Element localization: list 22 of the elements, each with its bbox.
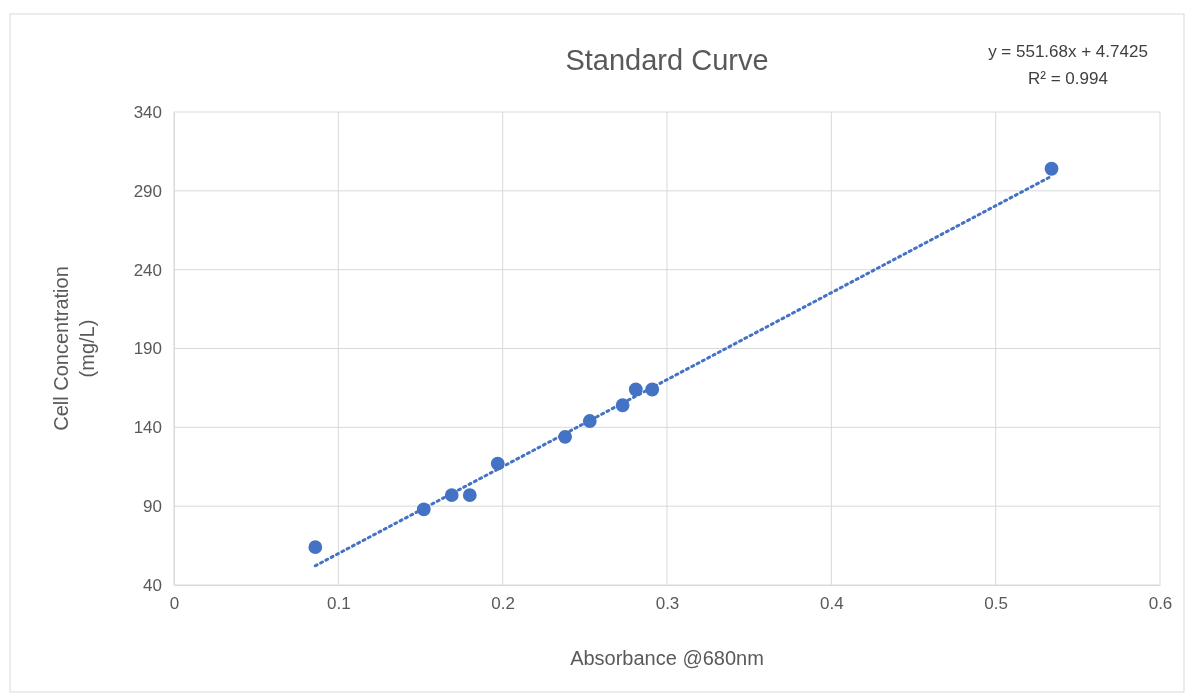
text: y = 551.68x + 4.7425 <box>988 42 1148 61</box>
y-tick-label: 140 <box>133 418 162 438</box>
point <box>308 540 323 555</box>
x-axis-title: Absorbance @680nm <box>570 647 764 669</box>
y-tick-label: 90 <box>143 497 162 517</box>
text: R² = 0.994 <box>1028 69 1108 88</box>
y-tick-label: 190 <box>133 339 162 359</box>
x-tick-label: 0 <box>169 594 180 614</box>
y-tick-label: 40 <box>143 575 162 595</box>
chart-title: Standard Curve <box>565 44 769 76</box>
y-tick-label: 290 <box>133 181 162 201</box>
y-tick-label: 340 <box>133 102 162 122</box>
y-axis-title: Cell Concentration (mg/L) <box>50 266 98 431</box>
x-tick-label: 0.4 <box>820 594 844 614</box>
x-tick-label: 0.3 <box>655 594 680 614</box>
y-tick-label: 240 <box>133 260 162 280</box>
x-tick-label: 0.6 <box>1148 594 1173 614</box>
point <box>462 488 477 503</box>
x-tick-label: 0.2 <box>491 594 515 614</box>
x-tick-label: 0.1 <box>327 594 351 614</box>
point <box>1044 161 1059 176</box>
x-tick-label: 0.5 <box>984 594 1008 614</box>
